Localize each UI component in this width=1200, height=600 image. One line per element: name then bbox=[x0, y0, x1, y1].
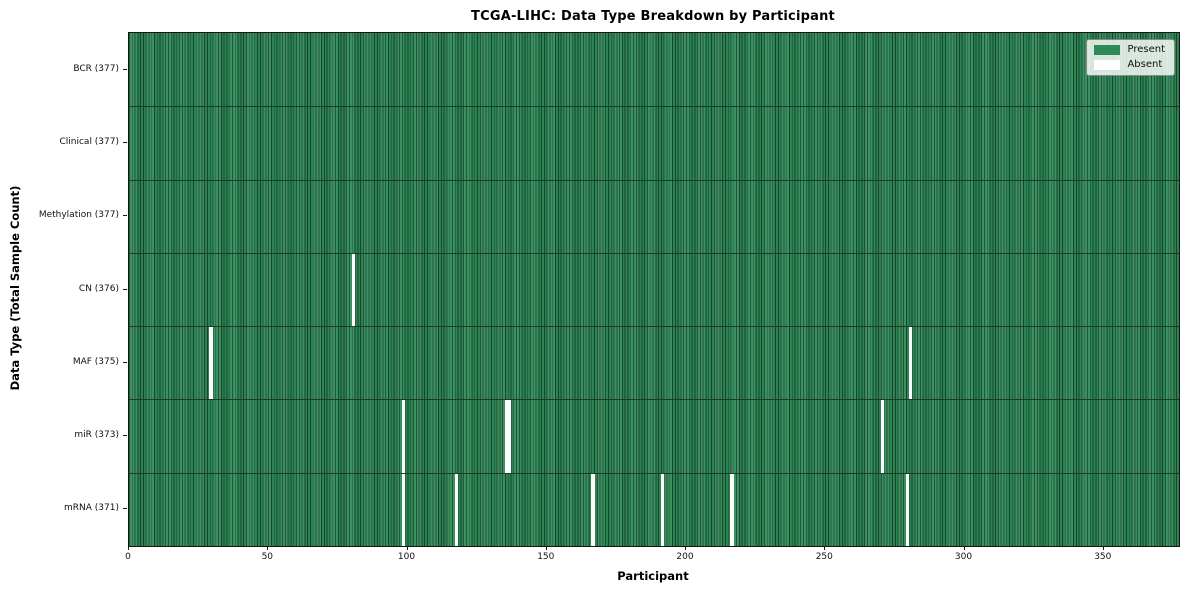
absent-mark-miR-270 bbox=[880, 400, 885, 473]
heatmap-row-miR bbox=[129, 399, 1179, 473]
x-tick-250 bbox=[824, 546, 826, 550]
y-tick-Methylation bbox=[123, 215, 127, 217]
x-axis-label: Participant bbox=[617, 569, 689, 583]
x-tick-label-50: 50 bbox=[261, 552, 274, 562]
heatmap-row-CN bbox=[129, 252, 1179, 327]
absent-mark-mRNA-279 bbox=[905, 473, 910, 546]
y-tick-label-Methylation: Methylation (377) bbox=[38, 210, 119, 221]
y-tick-label-miR: miR (373) bbox=[74, 430, 119, 441]
x-tick-label-100: 100 bbox=[397, 552, 416, 562]
x-tick-200 bbox=[685, 546, 686, 550]
heatmap-row-MAF bbox=[129, 326, 1179, 400]
y-tick-Clinical bbox=[123, 141, 127, 143]
y-tick-label-BCR: BCR (377) bbox=[73, 63, 119, 74]
x-tick-label-0: 0 bbox=[125, 552, 131, 562]
absent-mark-mRNA-216 bbox=[730, 473, 734, 546]
legend-label-present: Present bbox=[1127, 44, 1165, 55]
legend-label-absent: Absent bbox=[1127, 59, 1163, 70]
absent-mark-CN-80 bbox=[351, 253, 356, 327]
absent-mark-MAF-280 bbox=[908, 327, 913, 400]
y-tick-mRNA bbox=[123, 508, 127, 510]
legend-entry-present: Present bbox=[1094, 45, 1165, 55]
y-tick-label-Clinical: Clinical (377) bbox=[59, 136, 119, 147]
absent-mark-mRNA-166 bbox=[591, 473, 595, 546]
x-tick-0 bbox=[128, 546, 129, 550]
x-tick-300 bbox=[963, 546, 965, 550]
x-tick-label-350: 350 bbox=[1094, 552, 1112, 562]
x-tick-label-150: 150 bbox=[537, 552, 555, 562]
y-tick-label-mRNA: mRNA (371) bbox=[64, 503, 119, 514]
y-tick-label-MAF: MAF (375) bbox=[72, 356, 119, 367]
heatmap-row-mRNA bbox=[129, 472, 1179, 546]
heatmap-row-BCR bbox=[129, 33, 1179, 107]
x-tick-350 bbox=[1102, 546, 1104, 550]
plot-area: Present Absent bbox=[128, 32, 1180, 547]
legend-swatch-present bbox=[1094, 45, 1121, 55]
x-tick-label-300: 300 bbox=[954, 552, 973, 562]
legend-swatch-absent bbox=[1094, 60, 1121, 70]
y-tick-miR bbox=[123, 435, 127, 437]
heatmap-row-Methylation bbox=[129, 179, 1179, 253]
x-tick-100 bbox=[406, 546, 408, 550]
absent-mark-mRNA-191 bbox=[660, 473, 665, 546]
legend: Present Absent bbox=[1086, 39, 1175, 76]
legend-entry-absent: Absent bbox=[1094, 60, 1165, 70]
absent-mark-miR-135 bbox=[504, 400, 509, 473]
y-tick-MAF bbox=[123, 361, 127, 363]
absent-mark-miR-136 bbox=[507, 400, 512, 473]
absent-mark-mRNA-117 bbox=[454, 473, 459, 546]
absent-mark-miR-98 bbox=[401, 400, 406, 473]
chart-title: TCGA-LIHC: Data Type Breakdown by Partic… bbox=[471, 9, 835, 24]
absent-mark-mRNA-98 bbox=[401, 473, 406, 546]
x-tick-label-250: 250 bbox=[815, 552, 833, 562]
y-tick-BCR bbox=[123, 68, 127, 70]
absent-mark-MAF-29 bbox=[209, 327, 214, 400]
x-tick-50 bbox=[267, 546, 269, 550]
y-tick-label-CN: CN (376) bbox=[78, 283, 119, 294]
y-tick-CN bbox=[123, 288, 127, 290]
heatmap-row-Clinical bbox=[129, 106, 1179, 180]
x-tick-150 bbox=[545, 546, 547, 550]
x-tick-label-200: 200 bbox=[676, 552, 694, 562]
